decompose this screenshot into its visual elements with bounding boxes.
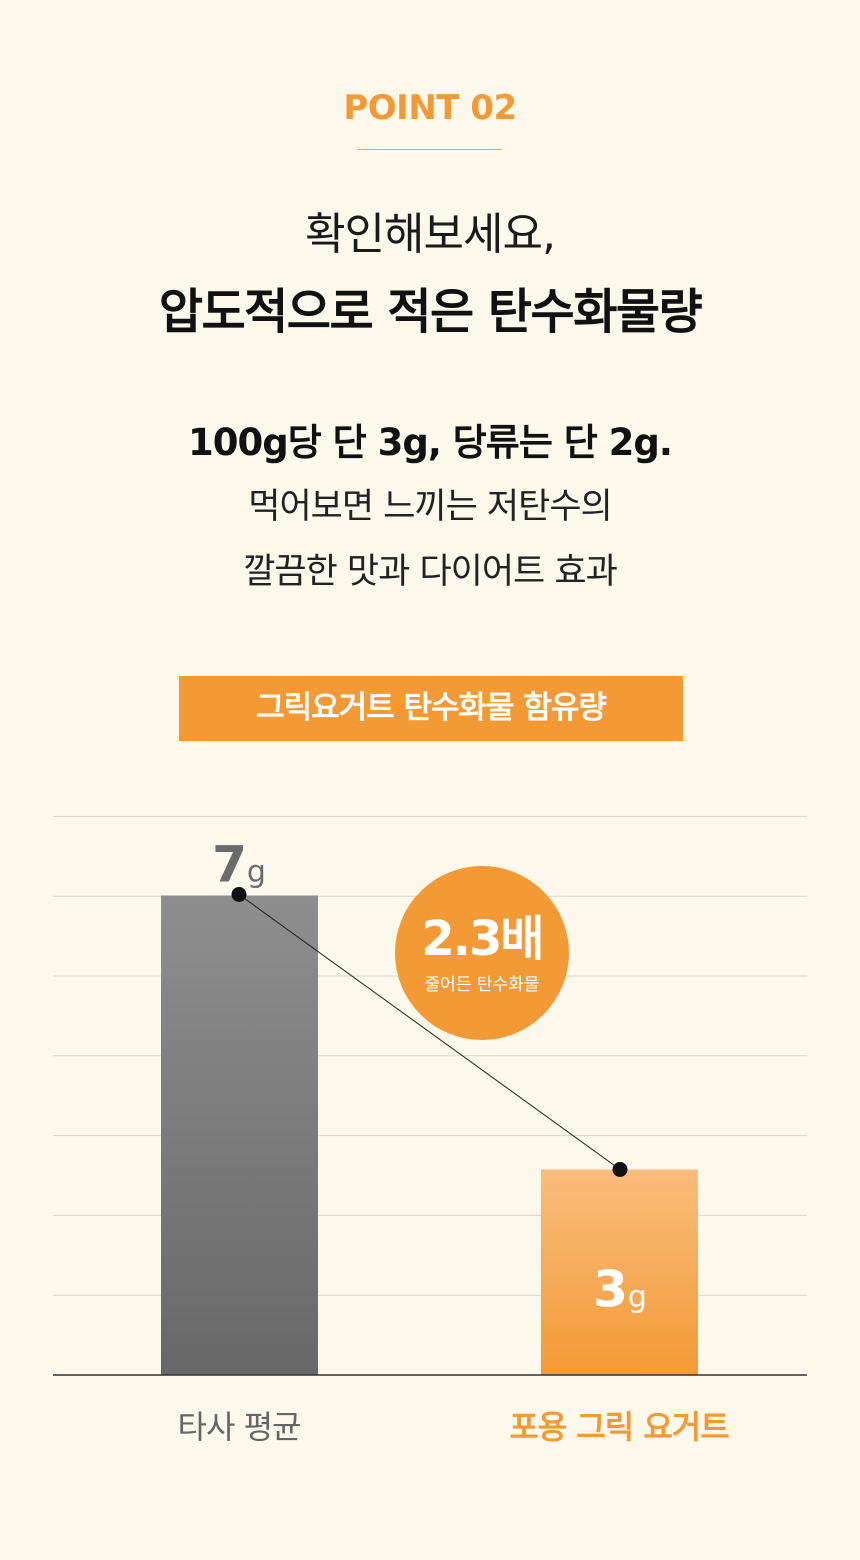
ratio-callout-value: 2.3배 [421, 911, 542, 967]
headline-bold: 압도적으로 적은 탄수화물량 [158, 284, 703, 340]
ratio-callout-caption: 줄어든 탄수화물 [425, 975, 540, 995]
value-number: 3 [593, 1261, 626, 1319]
chart-category-labels: 타사 평균 포용 그릭 요거트 [178, 1408, 731, 1446]
bar-product [541, 1169, 698, 1375]
connector-line [238, 894, 621, 1170]
ratio-callout-circle [395, 866, 569, 1040]
subtext-bold: 100g당 단 3g, 당류는 단 2g. [188, 421, 673, 464]
category-label-2: 포용 그릭 요거트 [509, 1408, 729, 1446]
point-label: POINT 02 [343, 88, 517, 128]
chart-connector [231, 887, 628, 1177]
subtext-line-2: 먹어보면 느끼는 저탄수의 [248, 487, 612, 527]
value-label-1: 7g [212, 836, 266, 894]
category-label-1: 타사 평균 [178, 1408, 301, 1446]
chart-bars [161, 895, 698, 1375]
value-label-2: 3g [593, 1261, 647, 1319]
value-unit: g [628, 1280, 647, 1315]
connector-dot-2 [612, 1162, 628, 1177]
value-unit: g [247, 855, 266, 890]
headline-light: 확인해보세요, [305, 209, 556, 260]
subtext-line-3: 깔끔한 맛과 다이어트 효과 [243, 552, 618, 592]
value-number: 7 [212, 836, 245, 894]
chart-title: 그릭요거트 탄수화물 함유량 [179, 676, 683, 741]
bar-competitor [161, 895, 318, 1375]
point-divider [358, 149, 502, 150]
ratio-callout: 2.3배 줄어든 탄수화물 [395, 866, 569, 1040]
connector-dot-1 [231, 887, 247, 902]
